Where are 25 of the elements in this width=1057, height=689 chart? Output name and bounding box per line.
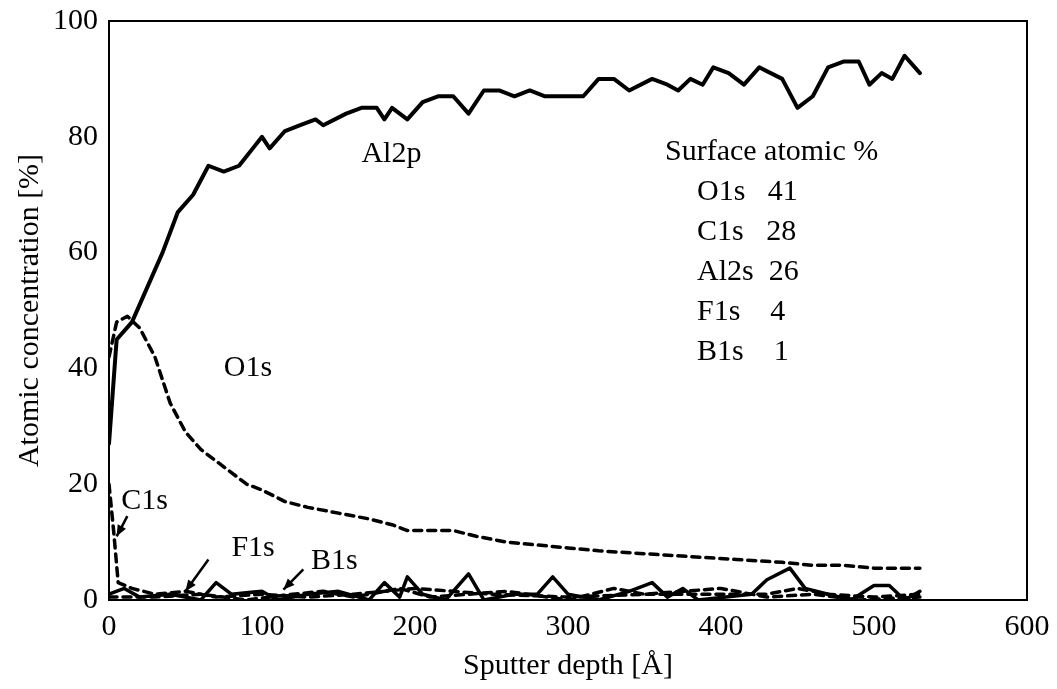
x-tick-label: 500 (851, 607, 897, 641)
series-label: F1s (231, 528, 275, 562)
x-tick-label: 100 (239, 607, 285, 641)
x-tick-label: 200 (392, 607, 438, 641)
series-label: C1s (121, 482, 168, 516)
y-tick-label: 80 (68, 117, 98, 151)
series-label: O1s (223, 349, 273, 383)
y-tick-label: 0 (83, 580, 98, 614)
x-axis-title: Sputter depth [Å] (463, 646, 673, 680)
annotation: B1s 1 (696, 332, 790, 368)
annotation: Surface atomic % (665, 132, 879, 168)
y-tick-label: 40 (68, 349, 98, 383)
y-tick-label: 100 (53, 1, 98, 35)
x-tick-label: 600 (1004, 607, 1050, 641)
y-tick-label: 60 (68, 233, 98, 267)
y-axis-title: Atomic concentration [%] (10, 153, 44, 468)
series-label: B1s (310, 541, 358, 575)
series-label: Al2p (361, 135, 422, 169)
annotation: C1s 28 (696, 212, 798, 248)
x-tick-label: 300 (545, 607, 591, 641)
annotation: F1s 4 (696, 292, 787, 328)
annotation: O1s 41 (696, 172, 799, 208)
annotation: Al2s 26 (696, 252, 800, 288)
x-tick-label: 400 (698, 607, 744, 641)
y-tick-label: 20 (68, 465, 98, 499)
